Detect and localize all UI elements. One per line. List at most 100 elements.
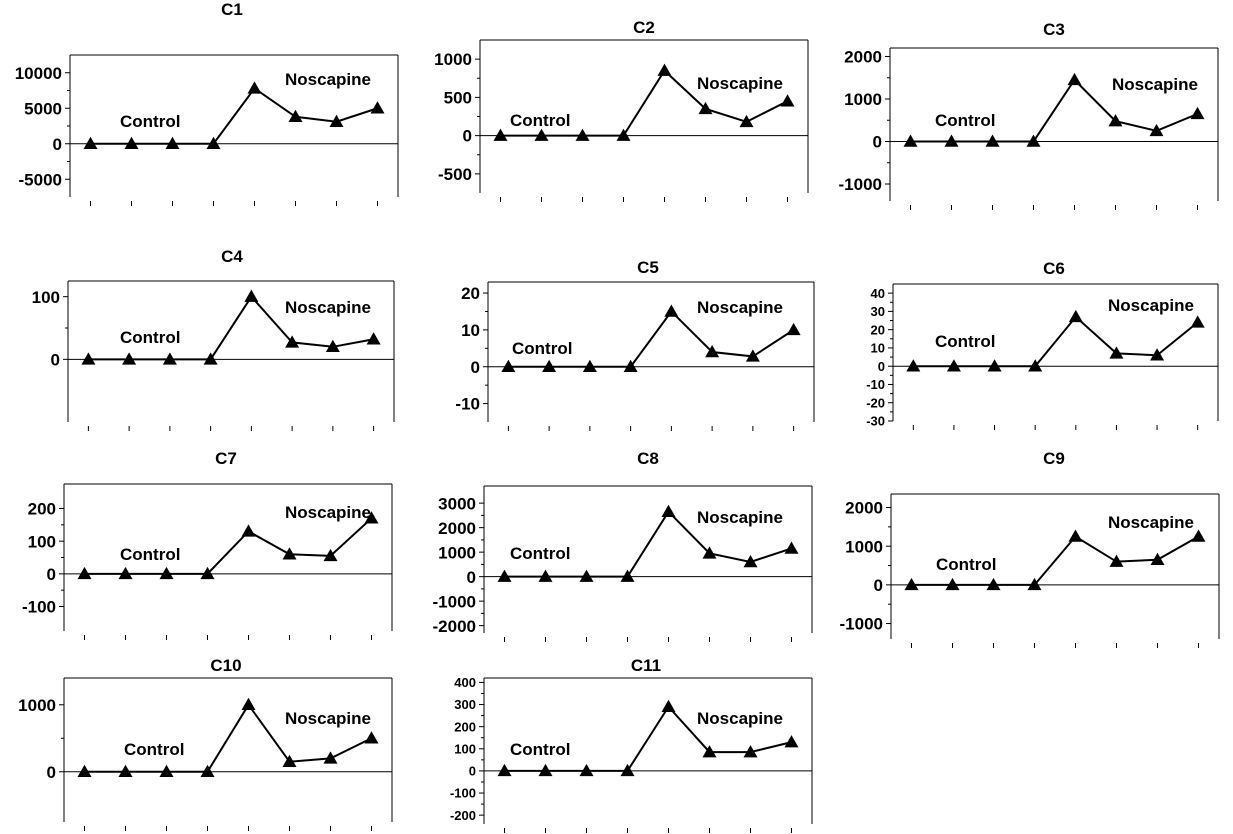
y-tick-label: 100 — [28, 532, 56, 551]
data-point-marker — [282, 754, 297, 767]
y-tick-label: 400 — [454, 675, 476, 690]
annotation-noscapine: Noscapine — [1112, 75, 1198, 94]
series-line — [913, 315, 1199, 368]
y-tick-label: 1000 — [434, 50, 472, 69]
y-tick-label: -200 — [450, 808, 476, 823]
data-point-marker — [1150, 348, 1165, 361]
data-point-marker — [1190, 106, 1205, 120]
y-tick-label: 1000 — [438, 543, 476, 562]
series-line — [508, 309, 795, 368]
data-point-marker — [542, 359, 557, 372]
y-tick-label: -10 — [455, 395, 480, 414]
annotation-noscapine: Noscapine — [697, 508, 783, 527]
chart-title: C11 — [630, 656, 662, 675]
data-point-marker — [786, 322, 801, 336]
annotation-control: Control — [935, 111, 995, 130]
data-point-marker — [944, 134, 959, 147]
y-tick-label: -1000 — [839, 175, 882, 194]
y-tick-label: 0 — [53, 135, 62, 154]
data-point-marker — [739, 114, 754, 128]
annotation-control: Control — [120, 545, 180, 564]
data-point-marker — [1027, 577, 1042, 591]
y-tick-label: 0 — [469, 764, 476, 779]
data-point-marker — [364, 731, 379, 744]
data-point-marker — [698, 101, 713, 115]
chart-title: C7 — [215, 449, 237, 468]
y-tick-label: 10 — [461, 321, 480, 340]
data-point-marker — [534, 128, 549, 141]
data-point-marker — [364, 511, 379, 524]
y-tick-label: 200 — [28, 500, 56, 519]
chart-title: C9 — [1043, 449, 1065, 468]
series-line — [84, 517, 373, 575]
data-point-marker — [906, 359, 921, 372]
y-tick-label: 0 — [47, 763, 56, 782]
data-point-marker — [661, 699, 676, 713]
data-point-marker — [538, 763, 553, 777]
series-line — [500, 69, 788, 137]
data-point-marker — [329, 114, 344, 127]
series-line — [88, 295, 374, 361]
data-point-marker — [118, 764, 133, 778]
y-tick-label: 2000 — [844, 48, 882, 67]
annotation-noscapine: Noscapine — [1108, 513, 1194, 532]
series-line — [90, 86, 378, 145]
data-point-marker — [118, 566, 133, 580]
data-point-marker — [538, 569, 553, 582]
data-point-marker — [705, 345, 720, 358]
data-point-marker — [247, 81, 262, 94]
data-point-marker — [575, 128, 590, 141]
series-line — [84, 702, 372, 773]
data-point-marker — [165, 136, 180, 149]
series-line — [911, 535, 1199, 586]
data-point-marker — [1068, 309, 1083, 323]
y-tick-label: 10 — [871, 341, 885, 356]
annotation-noscapine: Noscapine — [285, 298, 371, 317]
data-point-marker — [1068, 529, 1083, 542]
y-tick-label: -2000 — [433, 617, 476, 636]
data-point-marker — [159, 566, 174, 580]
data-point-marker — [946, 359, 961, 372]
chart-title: C10 — [210, 656, 242, 675]
y-tick-label: 100 — [454, 741, 476, 756]
y-tick-label: -10 — [866, 377, 885, 392]
data-point-marker — [743, 745, 758, 758]
data-point-marker — [159, 764, 174, 778]
annotation-noscapine: Noscapine — [285, 70, 371, 89]
data-point-marker — [579, 763, 594, 777]
y-tick-label: 40 — [871, 286, 885, 301]
data-point-marker — [702, 745, 717, 758]
data-point-marker — [77, 566, 92, 580]
data-point-marker — [987, 359, 1002, 372]
y-tick-label: -100 — [22, 598, 56, 617]
y-tick-label: 0 — [874, 576, 883, 595]
chart-title: C6 — [1043, 259, 1065, 278]
y-tick-label: 30 — [871, 304, 885, 319]
data-point-marker — [657, 63, 672, 76]
data-point-marker — [282, 547, 297, 560]
y-tick-label: 0 — [51, 350, 60, 369]
y-tick-label: -30 — [866, 414, 885, 429]
y-tick-label: 2000 — [845, 499, 883, 518]
annotation-control: Control — [510, 740, 570, 759]
y-tick-label: 20 — [461, 284, 480, 303]
data-point-marker — [122, 352, 137, 365]
annotation-control: Control — [510, 544, 570, 563]
data-point-marker — [1026, 134, 1041, 147]
data-point-marker — [285, 335, 300, 348]
y-tick-label: 1000 — [18, 696, 56, 715]
y-tick-label: -5000 — [19, 170, 62, 189]
